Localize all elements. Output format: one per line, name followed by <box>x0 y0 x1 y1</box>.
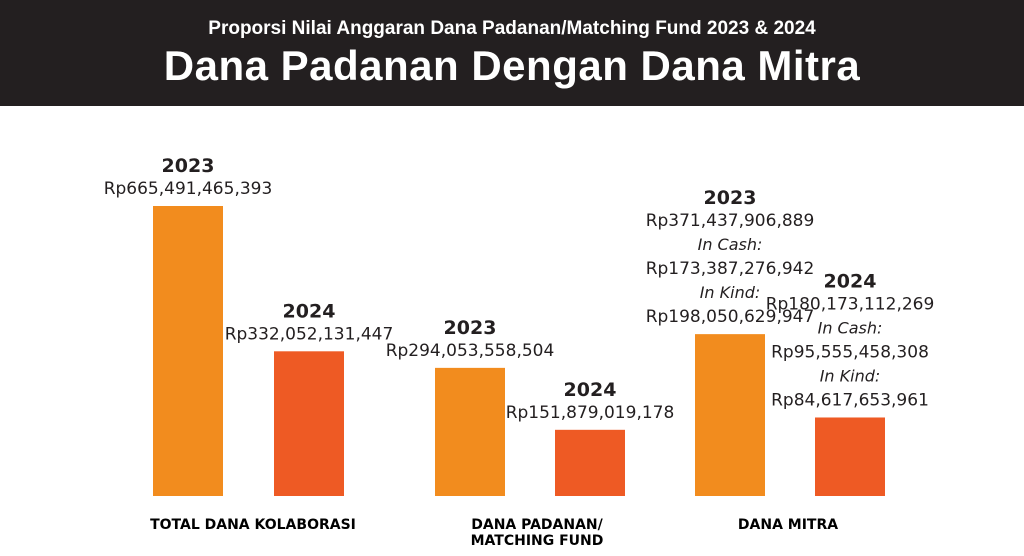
data-label-value: Rp95,555,458,308 <box>771 342 929 362</box>
bar-2023-2 <box>695 334 765 496</box>
bar-2023-1 <box>435 367 505 496</box>
chart-header: Proporsi Nilai Anggaran Dana Padanan/Mat… <box>0 0 1024 106</box>
data-label-year: 2023 <box>444 317 497 339</box>
data-label-year: 2023 <box>704 187 757 209</box>
category-label: MATCHING FUND <box>471 533 604 549</box>
bar-2024-1 <box>555 429 625 496</box>
data-label-note: In Kind: <box>700 283 761 302</box>
data-label-value: Rp665,491,465,393 <box>104 179 273 199</box>
category-label: DANA MITRA <box>738 517 838 533</box>
data-label-value: Rp151,879,019,178 <box>506 403 675 423</box>
data-label-value: Rp173,387,276,942 <box>646 259 815 279</box>
data-label-value: Rp332,052,131,447 <box>225 324 394 344</box>
bar-2023-0 <box>153 206 223 496</box>
chart-title: Dana Padanan Dengan Dana Mitra <box>163 42 861 89</box>
data-label-note: In Cash: <box>818 318 883 337</box>
data-label-year: 2024 <box>824 270 877 292</box>
bar-2024-2 <box>815 417 885 496</box>
data-label-note: In Kind: <box>820 366 881 385</box>
data-label-value: Rp84,617,653,961 <box>771 390 929 410</box>
data-label-value: Rp294,053,558,504 <box>386 341 555 361</box>
data-label-year: 2023 <box>162 155 215 177</box>
category-label: DANA PADANAN/ <box>471 517 603 533</box>
chart-subtitle: Proporsi Nilai Anggaran Dana Padanan/Mat… <box>208 18 816 39</box>
data-label-year: 2024 <box>283 300 336 322</box>
bar-2024-0 <box>274 351 344 496</box>
data-label-value: Rp180,173,112,269 <box>766 294 935 314</box>
category-label: TOTAL DANA KOLABORASI <box>150 517 356 533</box>
data-label-value: Rp198,050,629,947 <box>646 307 815 327</box>
data-label-note: In Cash: <box>698 235 763 254</box>
data-label-value: Rp371,437,906,889 <box>646 211 815 231</box>
data-label-year: 2024 <box>564 379 617 401</box>
